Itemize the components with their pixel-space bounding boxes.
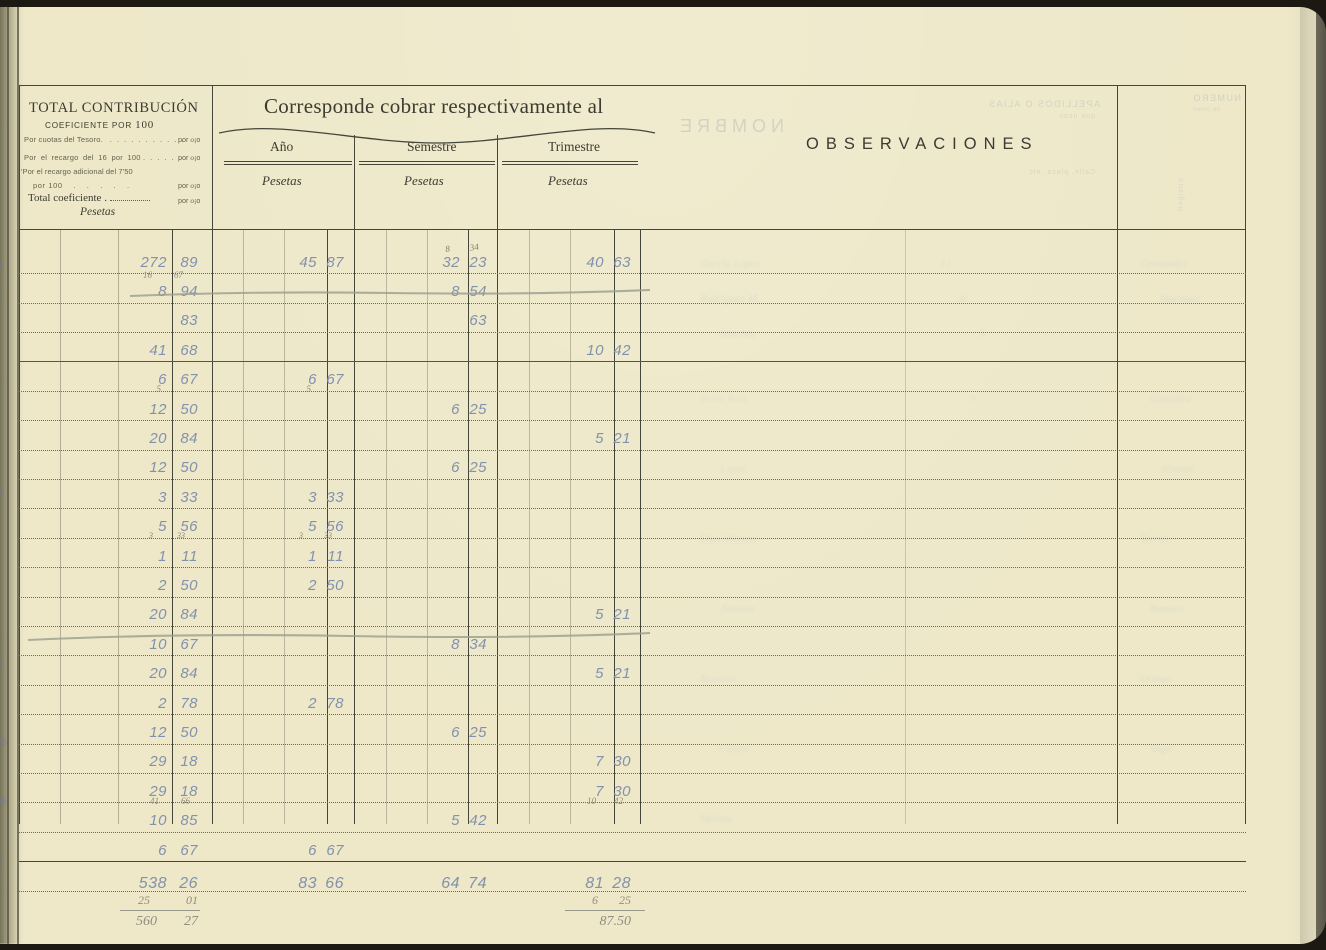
- svg-text:Sanchez: Sanchez: [720, 328, 757, 340]
- svg-text:Romero: Romero: [1149, 603, 1185, 615]
- svg-text:Navarro: Navarro: [699, 673, 737, 685]
- svg-text:Alvarez: Alvarez: [1159, 463, 1194, 475]
- svg-text:Ortega: Ortega: [1140, 673, 1172, 685]
- svg-text:Rodriguez M.: Rodriguez M.: [699, 293, 760, 305]
- svg-text:Diaz Moreno: Diaz Moreno: [699, 533, 758, 545]
- svg-text:8: 8: [960, 293, 966, 305]
- svg-text:12: 12: [940, 258, 952, 270]
- svg-text:Molina: Molina: [699, 813, 732, 825]
- svg-text:Fernandez: Fernandez: [1139, 258, 1188, 270]
- svg-text:Castro: Castro: [720, 743, 750, 755]
- svg-text:Garcia Lopez: Garcia Lopez: [700, 258, 761, 270]
- svg-text:Gonzalez: Gonzalez: [1150, 393, 1192, 405]
- svg-text:Vega: Vega: [1150, 743, 1172, 755]
- svg-text:Martinez: Martinez: [1159, 293, 1200, 305]
- svg-text:Jimenez: Jimenez: [720, 603, 756, 615]
- svg-text:Perez Ruiz: Perez Ruiz: [699, 393, 748, 405]
- svg-text:Lopez: Lopez: [719, 463, 747, 475]
- svg-text:5: 5: [980, 328, 986, 340]
- svg-text:Torres: Torres: [1140, 533, 1168, 545]
- svg-text:9: 9: [970, 393, 976, 405]
